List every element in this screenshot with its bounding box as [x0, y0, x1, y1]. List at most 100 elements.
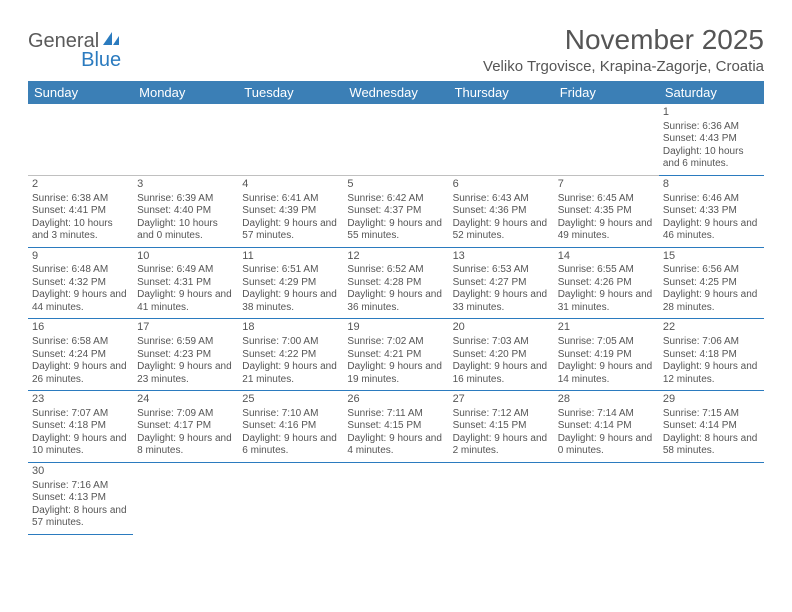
day-number: 6: [453, 178, 550, 192]
sunset-text: Sunset: 4:41 PM: [32, 205, 129, 218]
sunrise-text: Sunrise: 7:11 AM: [347, 408, 444, 421]
day-cell: 3Sunrise: 6:39 AMSunset: 4:40 PMDaylight…: [133, 175, 238, 247]
sunrise-text: Sunrise: 6:52 AM: [347, 264, 444, 277]
daylight-text: Daylight: 9 hours and 49 minutes.: [558, 218, 655, 243]
day-cell: [343, 104, 448, 175]
daylight-text: Daylight: 10 hours and 6 minutes.: [663, 146, 760, 171]
sunrise-text: Sunrise: 7:12 AM: [453, 408, 550, 421]
sunset-text: Sunset: 4:37 PM: [347, 205, 444, 218]
daylight-text: Daylight: 9 hours and 4 minutes.: [347, 433, 444, 458]
daylight-text: Daylight: 9 hours and 12 minutes.: [663, 361, 760, 386]
day-number: 19: [347, 321, 444, 335]
sunset-text: Sunset: 4:33 PM: [663, 205, 760, 218]
sunset-text: Sunset: 4:14 PM: [558, 420, 655, 433]
day-number: 20: [453, 321, 550, 335]
day-number: 28: [558, 393, 655, 407]
sunrise-text: Sunrise: 6:39 AM: [137, 193, 234, 206]
sunrise-text: Sunrise: 7:14 AM: [558, 408, 655, 421]
daylight-text: Daylight: 9 hours and 52 minutes.: [453, 218, 550, 243]
day-cell: 24Sunrise: 7:09 AMSunset: 4:17 PMDayligh…: [133, 391, 238, 463]
month-title: November 2025: [483, 24, 764, 56]
daylight-text: Daylight: 9 hours and 10 minutes.: [32, 433, 129, 458]
day-cell: 18Sunrise: 7:00 AMSunset: 4:22 PMDayligh…: [238, 319, 343, 391]
day-number: 1: [663, 106, 760, 120]
sunset-text: Sunset: 4:28 PM: [347, 277, 444, 290]
day-number: 2: [32, 178, 129, 192]
sunset-text: Sunset: 4:15 PM: [453, 420, 550, 433]
sunrise-text: Sunrise: 7:16 AM: [32, 480, 129, 493]
calendar-table: Sunday Monday Tuesday Wednesday Thursday…: [28, 81, 764, 535]
day-number: 7: [558, 178, 655, 192]
day-number: 23: [32, 393, 129, 407]
day-cell: 22Sunrise: 7:06 AMSunset: 4:18 PMDayligh…: [659, 319, 764, 391]
day-cell: 15Sunrise: 6:56 AMSunset: 4:25 PMDayligh…: [659, 247, 764, 319]
sunset-text: Sunset: 4:21 PM: [347, 349, 444, 362]
day-number: 22: [663, 321, 760, 335]
day-cell: 28Sunrise: 7:14 AMSunset: 4:14 PMDayligh…: [554, 391, 659, 463]
day-number: 12: [347, 250, 444, 264]
day-number: 25: [242, 393, 339, 407]
day-cell: 25Sunrise: 7:10 AMSunset: 4:16 PMDayligh…: [238, 391, 343, 463]
sunset-text: Sunset: 4:36 PM: [453, 205, 550, 218]
sunset-text: Sunset: 4:35 PM: [558, 205, 655, 218]
week-row: 23Sunrise: 7:07 AMSunset: 4:18 PMDayligh…: [28, 391, 764, 463]
day-number: 15: [663, 250, 760, 264]
sunset-text: Sunset: 4:13 PM: [32, 492, 129, 505]
logo: GeneralBlue: [28, 30, 121, 72]
sunrise-text: Sunrise: 6:58 AM: [32, 336, 129, 349]
day-number: 26: [347, 393, 444, 407]
day-number: 21: [558, 321, 655, 335]
page-header: GeneralBlue November 2025 Veliko Trgovis…: [28, 24, 764, 75]
day-cell: 17Sunrise: 6:59 AMSunset: 4:23 PMDayligh…: [133, 319, 238, 391]
daylight-text: Daylight: 9 hours and 28 minutes.: [663, 289, 760, 314]
sunrise-text: Sunrise: 6:41 AM: [242, 193, 339, 206]
sunrise-text: Sunrise: 7:07 AM: [32, 408, 129, 421]
day-number: 24: [137, 393, 234, 407]
day-cell: 13Sunrise: 6:53 AMSunset: 4:27 PMDayligh…: [449, 247, 554, 319]
sunrise-text: Sunrise: 6:48 AM: [32, 264, 129, 277]
daylight-text: Daylight: 9 hours and 6 minutes.: [242, 433, 339, 458]
sunset-text: Sunset: 4:39 PM: [242, 205, 339, 218]
sunrise-text: Sunrise: 6:59 AM: [137, 336, 234, 349]
day-cell: 4Sunrise: 6:41 AMSunset: 4:39 PMDaylight…: [238, 175, 343, 247]
daylight-text: Daylight: 9 hours and 23 minutes.: [137, 361, 234, 386]
day-cell: [659, 462, 764, 534]
day-number: 4: [242, 178, 339, 192]
day-cell: 7Sunrise: 6:45 AMSunset: 4:35 PMDaylight…: [554, 175, 659, 247]
day-number: 13: [453, 250, 550, 264]
sunrise-text: Sunrise: 6:51 AM: [242, 264, 339, 277]
day-number: 29: [663, 393, 760, 407]
daylight-text: Daylight: 10 hours and 3 minutes.: [32, 218, 129, 243]
sunset-text: Sunset: 4:20 PM: [453, 349, 550, 362]
sunset-text: Sunset: 4:26 PM: [558, 277, 655, 290]
day-cell: 27Sunrise: 7:12 AMSunset: 4:15 PMDayligh…: [449, 391, 554, 463]
daylight-text: Daylight: 9 hours and 19 minutes.: [347, 361, 444, 386]
sunrise-text: Sunrise: 6:56 AM: [663, 264, 760, 277]
week-row: 30Sunrise: 7:16 AMSunset: 4:13 PMDayligh…: [28, 462, 764, 534]
daylight-text: Daylight: 9 hours and 36 minutes.: [347, 289, 444, 314]
daylight-text: Daylight: 9 hours and 55 minutes.: [347, 218, 444, 243]
daylight-text: Daylight: 9 hours and 57 minutes.: [242, 218, 339, 243]
day-cell: [238, 104, 343, 175]
sunset-text: Sunset: 4:15 PM: [347, 420, 444, 433]
day-number: 27: [453, 393, 550, 407]
sunset-text: Sunset: 4:27 PM: [453, 277, 550, 290]
day-cell: 19Sunrise: 7:02 AMSunset: 4:21 PMDayligh…: [343, 319, 448, 391]
calendar-body: 1Sunrise: 6:36 AMSunset: 4:43 PMDaylight…: [28, 104, 764, 534]
day-number: 9: [32, 250, 129, 264]
day-cell: [449, 462, 554, 534]
day-cell: 8Sunrise: 6:46 AMSunset: 4:33 PMDaylight…: [659, 175, 764, 247]
day-cell: 21Sunrise: 7:05 AMSunset: 4:19 PMDayligh…: [554, 319, 659, 391]
sunset-text: Sunset: 4:18 PM: [663, 349, 760, 362]
day-cell: [343, 462, 448, 534]
day-cell: 20Sunrise: 7:03 AMSunset: 4:20 PMDayligh…: [449, 319, 554, 391]
sunset-text: Sunset: 4:14 PM: [663, 420, 760, 433]
day-cell: 30Sunrise: 7:16 AMSunset: 4:13 PMDayligh…: [28, 462, 133, 534]
day-number: 3: [137, 178, 234, 192]
day-cell: 11Sunrise: 6:51 AMSunset: 4:29 PMDayligh…: [238, 247, 343, 319]
day-number: 30: [32, 465, 129, 479]
day-cell: 10Sunrise: 6:49 AMSunset: 4:31 PMDayligh…: [133, 247, 238, 319]
dayname-monday: Monday: [133, 81, 238, 104]
day-number: 14: [558, 250, 655, 264]
sunset-text: Sunset: 4:43 PM: [663, 133, 760, 146]
